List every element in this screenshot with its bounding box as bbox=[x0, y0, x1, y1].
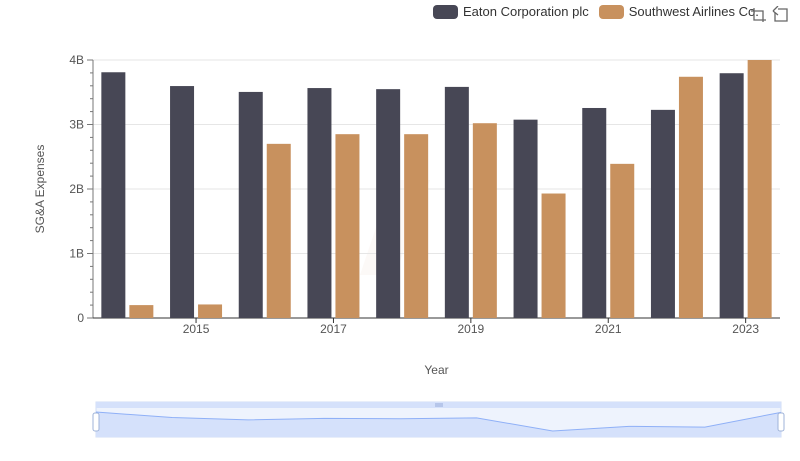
y-axis-title: SG&A Expenses bbox=[33, 145, 47, 234]
x-tick-label: 2015 bbox=[183, 322, 210, 336]
legend-item-eaton[interactable]: Eaton Corporation plc bbox=[433, 4, 589, 19]
bar-eaton bbox=[238, 91, 263, 319]
y-tick-label: 2B bbox=[69, 182, 84, 196]
x-axis-title: Year bbox=[424, 363, 448, 377]
bar-eaton bbox=[513, 119, 538, 318]
legend-label-eaton: Eaton Corporation plc bbox=[463, 4, 589, 19]
bar-southwest bbox=[266, 143, 291, 318]
bar-eaton bbox=[170, 86, 195, 318]
bar-southwest bbox=[129, 305, 154, 318]
restore-icon[interactable] bbox=[772, 5, 790, 24]
legend-item-southwest[interactable]: Southwest Airlines Co. bbox=[598, 4, 759, 19]
bar-eaton bbox=[444, 86, 469, 318]
legend-label-southwest: Southwest Airlines Co. bbox=[628, 4, 759, 19]
bar-eaton bbox=[376, 89, 401, 319]
bar-eaton bbox=[101, 72, 126, 318]
y-tick-label: 0 bbox=[77, 311, 84, 325]
bar-southwest bbox=[610, 163, 635, 318]
legend-swatch-eaton bbox=[433, 4, 458, 19]
bar-eaton bbox=[650, 109, 675, 319]
bar-eaton bbox=[582, 107, 607, 318]
datazoom-area bbox=[96, 412, 781, 437]
bar-southwest bbox=[335, 134, 360, 318]
y-tick-label: 3B bbox=[69, 118, 84, 132]
bar-eaton bbox=[307, 88, 332, 319]
x-tick-label: 2023 bbox=[732, 322, 759, 336]
bar-southwest bbox=[198, 304, 223, 318]
x-tick-label: 2019 bbox=[457, 322, 484, 336]
bar-eaton bbox=[719, 73, 744, 318]
datazoom-handle-right[interactable] bbox=[777, 412, 785, 432]
datazoom-line bbox=[95, 411, 782, 432]
bar-southwest bbox=[472, 123, 497, 319]
datazoom-move-handle bbox=[435, 403, 443, 407]
toolbox bbox=[746, 5, 790, 24]
y-tick-label: 1B bbox=[69, 247, 84, 261]
bar-southwest bbox=[541, 193, 566, 318]
x-tick-label: 2017 bbox=[320, 322, 347, 336]
datazoom-handle-left[interactable] bbox=[92, 412, 100, 432]
legend: Eaton Corporation plc Southwest Airlines… bbox=[433, 4, 769, 19]
x-tick-label: 2021 bbox=[595, 322, 622, 336]
y-tick-label: 4B bbox=[69, 53, 84, 67]
legend-swatch-southwest bbox=[598, 4, 624, 19]
bar-southwest bbox=[678, 76, 703, 319]
bar-southwest bbox=[747, 60, 772, 318]
zoom-icon[interactable] bbox=[750, 6, 768, 24]
bar-southwest bbox=[404, 134, 429, 318]
